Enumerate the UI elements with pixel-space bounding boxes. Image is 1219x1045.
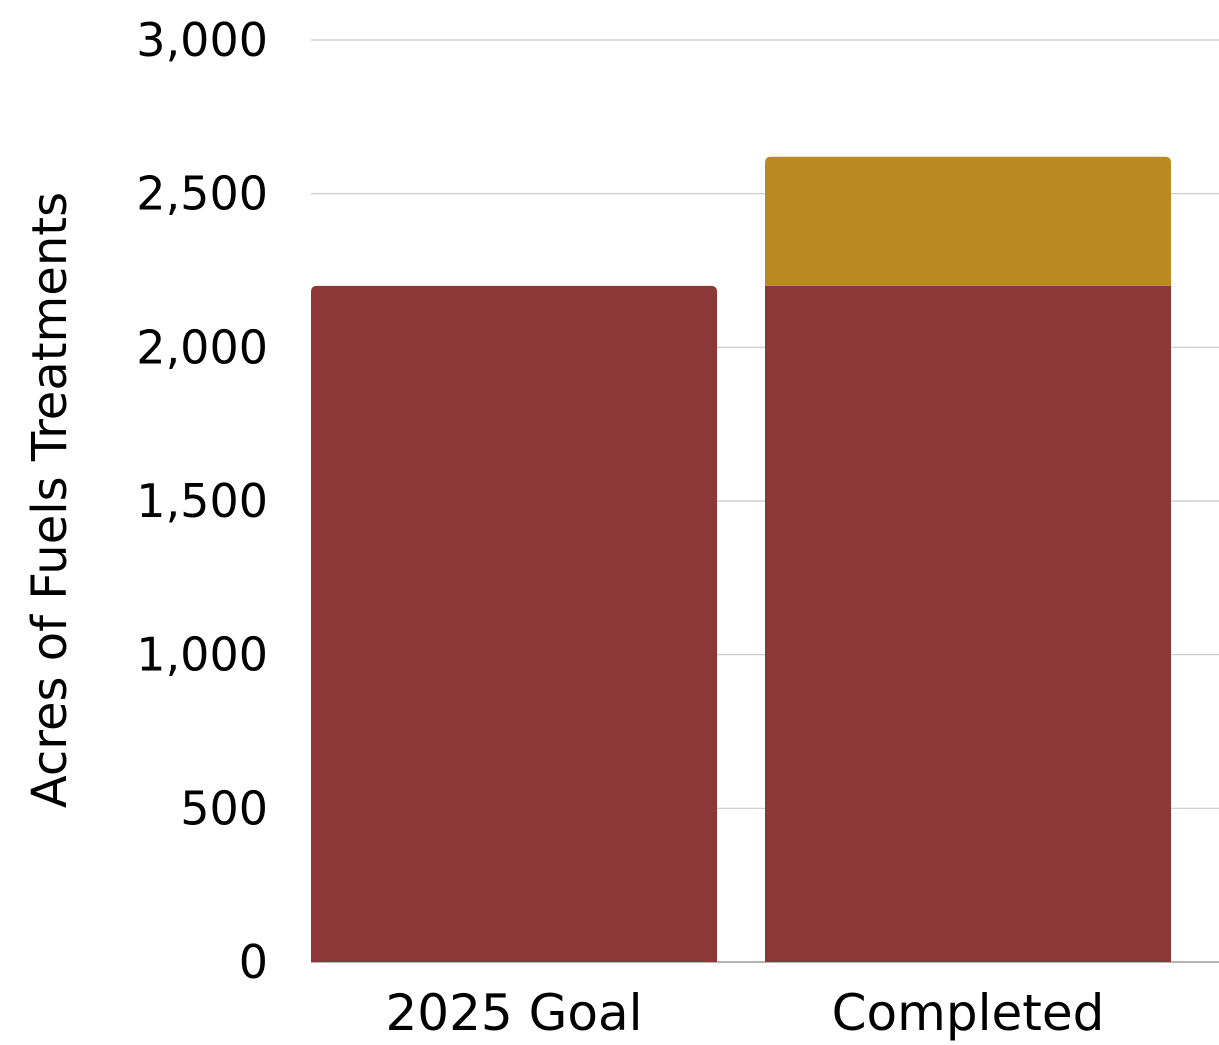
y-tick-label: 2,000	[136, 320, 268, 374]
y-tick-label: 3,000	[136, 13, 268, 67]
bar-0-series-0	[311, 285, 717, 962]
x-category-label: 2025 Goal	[385, 984, 642, 1041]
y-tick-labels: 0 500 1,000 1,500 2,000 2,500 3,000	[136, 13, 268, 989]
y-tick-label: 1,500	[136, 474, 268, 528]
bar-1-series-0	[765, 285, 1171, 962]
y-tick-label: 2,500	[136, 167, 268, 221]
y-tick-label: 0	[239, 935, 268, 989]
y-tick-label: 500	[180, 781, 268, 835]
bars	[311, 156, 1171, 962]
x-category-labels: 2025 Goal Completed	[385, 984, 1105, 1042]
y-tick-label: 1,000	[136, 628, 268, 682]
y-axis-title: Acres of Fuels Treatments	[22, 192, 78, 808]
x-category-label: Completed	[832, 984, 1105, 1041]
bar-1-series-1	[765, 156, 1171, 286]
